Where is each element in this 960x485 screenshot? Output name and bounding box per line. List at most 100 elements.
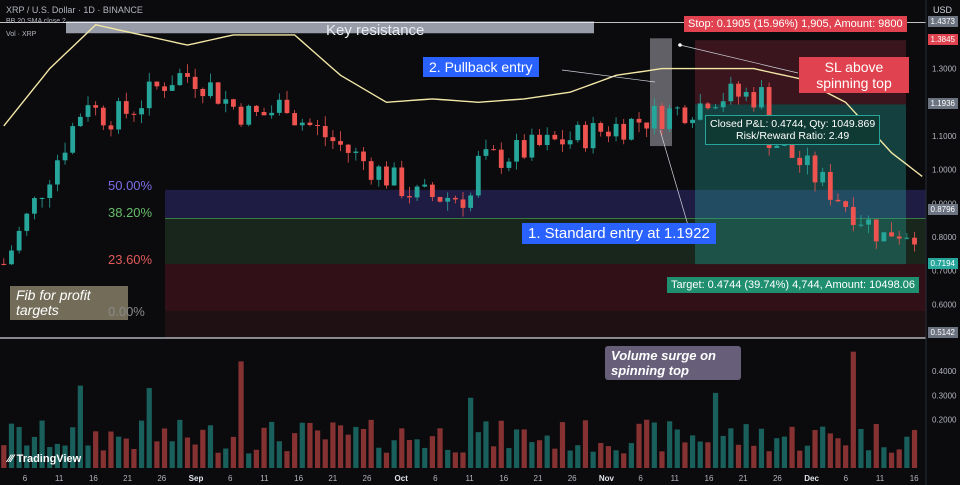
candle-body — [452, 197, 458, 200]
volume-bar — [475, 432, 481, 468]
candle-body — [284, 99, 290, 114]
candle-body — [208, 82, 213, 97]
volume-bar — [843, 445, 849, 468]
date-tick: 6 — [23, 474, 28, 483]
price-tick: 0.8000 — [932, 233, 957, 242]
candle-body — [146, 81, 152, 109]
volume-bar — [850, 351, 856, 468]
candle-body — [376, 166, 382, 180]
volume-bar — [70, 427, 76, 468]
candle-body — [606, 131, 611, 137]
candle-body — [674, 107, 680, 109]
indicator-title: BB 20 SMA close 2 — [6, 18, 66, 25]
candle-body — [621, 123, 627, 140]
volume-bar — [138, 420, 145, 468]
candle-body — [544, 134, 550, 146]
fib-label: 23.60% — [108, 251, 153, 267]
candle-body — [697, 103, 703, 120]
volume-bar — [896, 449, 902, 468]
volume-bar — [559, 422, 566, 468]
date-tick: 6 — [228, 474, 233, 483]
price-tick: 1.3000 — [932, 65, 957, 74]
volume-bar — [521, 429, 527, 468]
volume-bar — [751, 445, 757, 468]
volume-bar — [483, 421, 489, 468]
bollinger-upper-band — [3, 24, 923, 177]
date-tick: 26 — [363, 474, 372, 483]
price-tick: 0.7000 — [932, 267, 957, 276]
candle-body — [16, 230, 22, 251]
candle-body — [437, 197, 443, 202]
candle-body — [575, 124, 581, 141]
candle-body — [123, 101, 129, 114]
key-resistance-band — [66, 21, 594, 34]
date-tick: 16 — [499, 474, 508, 483]
closed-pnl-text: Closed P&L: 0.4744, Qty: 1049.869 — [710, 118, 876, 130]
volume-bar — [284, 451, 290, 468]
volume-bar — [758, 428, 765, 468]
candle-body — [728, 83, 734, 102]
candle-body — [460, 199, 466, 208]
price-tick: 0.9000 — [932, 199, 957, 208]
volume-bar — [567, 450, 573, 468]
candle-body — [261, 111, 267, 116]
candle-body — [705, 103, 711, 109]
volume-title: Vol · XRP — [6, 31, 37, 38]
candle-body — [759, 87, 764, 108]
candle-body — [491, 149, 497, 151]
volume-bar — [215, 452, 221, 468]
volume-bar — [406, 440, 413, 468]
candle-body — [445, 197, 451, 202]
candle-body — [93, 105, 99, 108]
candle-body — [881, 232, 887, 242]
candle-body — [330, 137, 336, 142]
candle-body — [873, 219, 879, 242]
candle-body — [162, 86, 167, 91]
volume-bar — [223, 448, 229, 468]
volume-bar — [207, 425, 214, 468]
candle-body — [560, 139, 565, 145]
volume-bar — [169, 441, 175, 468]
candle-body — [399, 167, 405, 197]
volume-bar — [131, 448, 137, 468]
fib-zone-50 — [165, 189, 926, 219]
candle-body — [292, 113, 298, 126]
candle-body — [322, 125, 328, 138]
volume-bar — [720, 435, 726, 468]
volume-bar — [498, 420, 504, 468]
candle-body — [47, 184, 53, 198]
candle-body — [70, 126, 76, 153]
standard-entry-label: 1. Standard entry at 1.1922 — [522, 223, 716, 244]
candle-body — [667, 108, 673, 129]
volume-bar — [437, 428, 443, 468]
price-axis-label: 1.3845 — [927, 34, 958, 46]
candle-body — [835, 199, 841, 202]
date-tick: 11 — [465, 474, 474, 483]
volume-bar — [47, 447, 53, 468]
volume-bar — [123, 438, 129, 468]
candle-body — [567, 140, 573, 145]
volume-bar — [261, 427, 267, 468]
volume-bar — [192, 444, 198, 468]
candle-body — [774, 145, 780, 148]
volume-bar — [368, 419, 374, 468]
date-tick: 11 — [260, 474, 269, 483]
date-tick: 26 — [157, 474, 166, 483]
candle-body — [169, 85, 175, 91]
volume-bar — [376, 447, 382, 468]
volume-bar — [414, 439, 420, 468]
date-tick: 16 — [910, 474, 919, 483]
tradingview-logo: ⁄⁄⁄ TradingView — [8, 453, 81, 465]
volume-bar — [529, 442, 535, 468]
candle-body — [200, 88, 206, 97]
volume-bar — [743, 424, 749, 468]
risk-reward-text: Risk/Reward Ratio: 2.49 — [735, 130, 850, 142]
candle-body — [628, 118, 634, 140]
candle-body — [353, 151, 359, 153]
volume-bar — [399, 428, 405, 468]
volume-bar — [682, 442, 688, 468]
candle-body — [889, 232, 894, 237]
volume-bar — [735, 444, 742, 468]
volume-bar — [789, 426, 795, 468]
candle-body — [590, 123, 596, 149]
